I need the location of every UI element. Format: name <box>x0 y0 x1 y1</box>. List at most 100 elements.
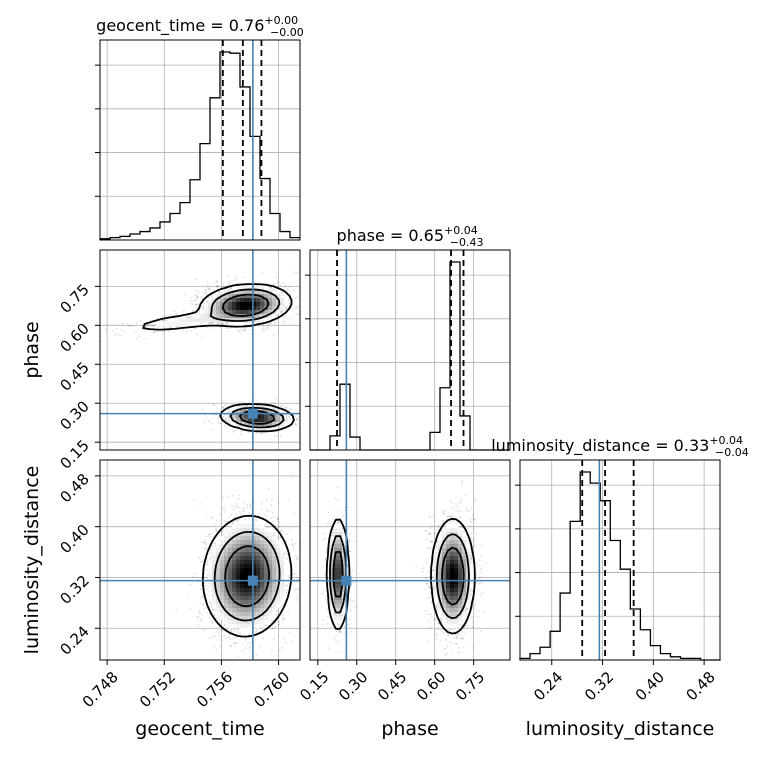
sample-point <box>268 510 270 513</box>
sample-point <box>205 326 208 329</box>
density-cell <box>244 414 249 419</box>
sample-point <box>205 547 208 550</box>
sample-point <box>235 505 238 508</box>
sample-point <box>211 515 214 518</box>
sample-point <box>182 310 185 313</box>
sample-point <box>213 646 216 649</box>
sample-point <box>295 558 298 560</box>
sample-point <box>302 424 304 426</box>
density-cell <box>204 306 209 311</box>
sample-point <box>198 611 201 614</box>
density-cell <box>268 422 273 427</box>
sample-point <box>204 539 207 541</box>
sample-point <box>217 416 220 419</box>
sample-point <box>301 570 303 572</box>
density-cell <box>252 286 257 291</box>
sample-point <box>225 528 228 531</box>
density-cell <box>248 310 253 315</box>
sample-point <box>279 536 282 539</box>
sample-point <box>201 595 204 598</box>
sample-point <box>244 276 246 279</box>
sample-point <box>213 614 216 617</box>
density-cell <box>212 306 217 311</box>
sample-point <box>204 288 207 291</box>
density-cell <box>272 414 277 419</box>
sample-point <box>274 625 276 628</box>
density-cell <box>168 322 173 327</box>
sample-point <box>284 284 287 287</box>
density-cell <box>268 302 273 307</box>
sample-point <box>146 323 149 326</box>
sample-point <box>118 334 121 337</box>
sample-point <box>114 334 117 336</box>
sample-point <box>284 322 287 325</box>
sample-point <box>286 533 289 536</box>
sample-point <box>192 309 195 312</box>
histogram-title: luminosity_distance = 0.33+0.04 −0.04 <box>491 434 749 459</box>
histogram-panel-phase: phase = 0.65+0.04 −0.43 <box>305 224 511 451</box>
sample-point <box>161 315 164 318</box>
density-cell <box>280 302 285 307</box>
sample-point <box>222 497 225 499</box>
sample-point <box>194 294 197 297</box>
sample-point <box>247 431 250 433</box>
sample-point <box>294 423 297 426</box>
sample-point <box>273 320 275 323</box>
sample-point <box>194 304 197 306</box>
sample-point <box>199 503 202 505</box>
sample-point <box>203 554 205 557</box>
sample-point <box>289 631 292 634</box>
sample-point <box>190 330 193 332</box>
density-cell <box>272 422 277 427</box>
sample-point <box>246 503 249 506</box>
density-cell <box>216 294 221 299</box>
sample-point <box>241 328 243 331</box>
sample-point <box>202 305 205 308</box>
sample-point <box>189 300 192 302</box>
density-cell <box>224 414 229 419</box>
sample-point <box>202 541 204 544</box>
sample-point <box>278 621 281 624</box>
sample-point <box>182 329 185 331</box>
sample-point <box>205 585 208 588</box>
density-cell <box>260 306 265 311</box>
sample-point <box>203 292 206 294</box>
density-cell <box>228 298 233 303</box>
density-cell <box>224 314 229 319</box>
y-tick-label: 0.15 <box>56 436 92 472</box>
sample-point <box>262 637 265 640</box>
density-cell <box>260 302 265 307</box>
sample-point <box>235 519 238 522</box>
sample-point <box>202 321 205 324</box>
sample-point <box>236 282 238 284</box>
density-cell <box>280 298 285 303</box>
density-cell <box>232 298 237 303</box>
sample-point <box>221 323 223 326</box>
density-cell <box>172 318 177 323</box>
sample-point <box>289 529 292 531</box>
sample-point <box>206 284 209 287</box>
sample-point <box>186 315 188 318</box>
density-cell <box>228 306 233 311</box>
sample-point <box>225 520 228 523</box>
sample-point <box>260 502 263 504</box>
sample-point <box>261 432 263 435</box>
sample-point <box>223 323 226 326</box>
sample-point <box>244 328 247 330</box>
sample-point <box>215 648 218 651</box>
density-cell <box>272 302 277 307</box>
sample-point <box>282 614 285 616</box>
sample-point <box>195 333 198 335</box>
contour-line <box>142 283 295 433</box>
sample-point <box>232 629 235 632</box>
sample-point <box>138 335 141 338</box>
sample-point <box>176 325 178 328</box>
sample-point <box>277 517 279 520</box>
density-cell <box>268 294 273 299</box>
sample-point <box>213 613 216 616</box>
sample-point <box>255 631 257 633</box>
density-cell <box>224 410 229 415</box>
sample-point <box>276 280 279 283</box>
density-cell <box>212 310 217 315</box>
density-cell <box>236 406 241 411</box>
